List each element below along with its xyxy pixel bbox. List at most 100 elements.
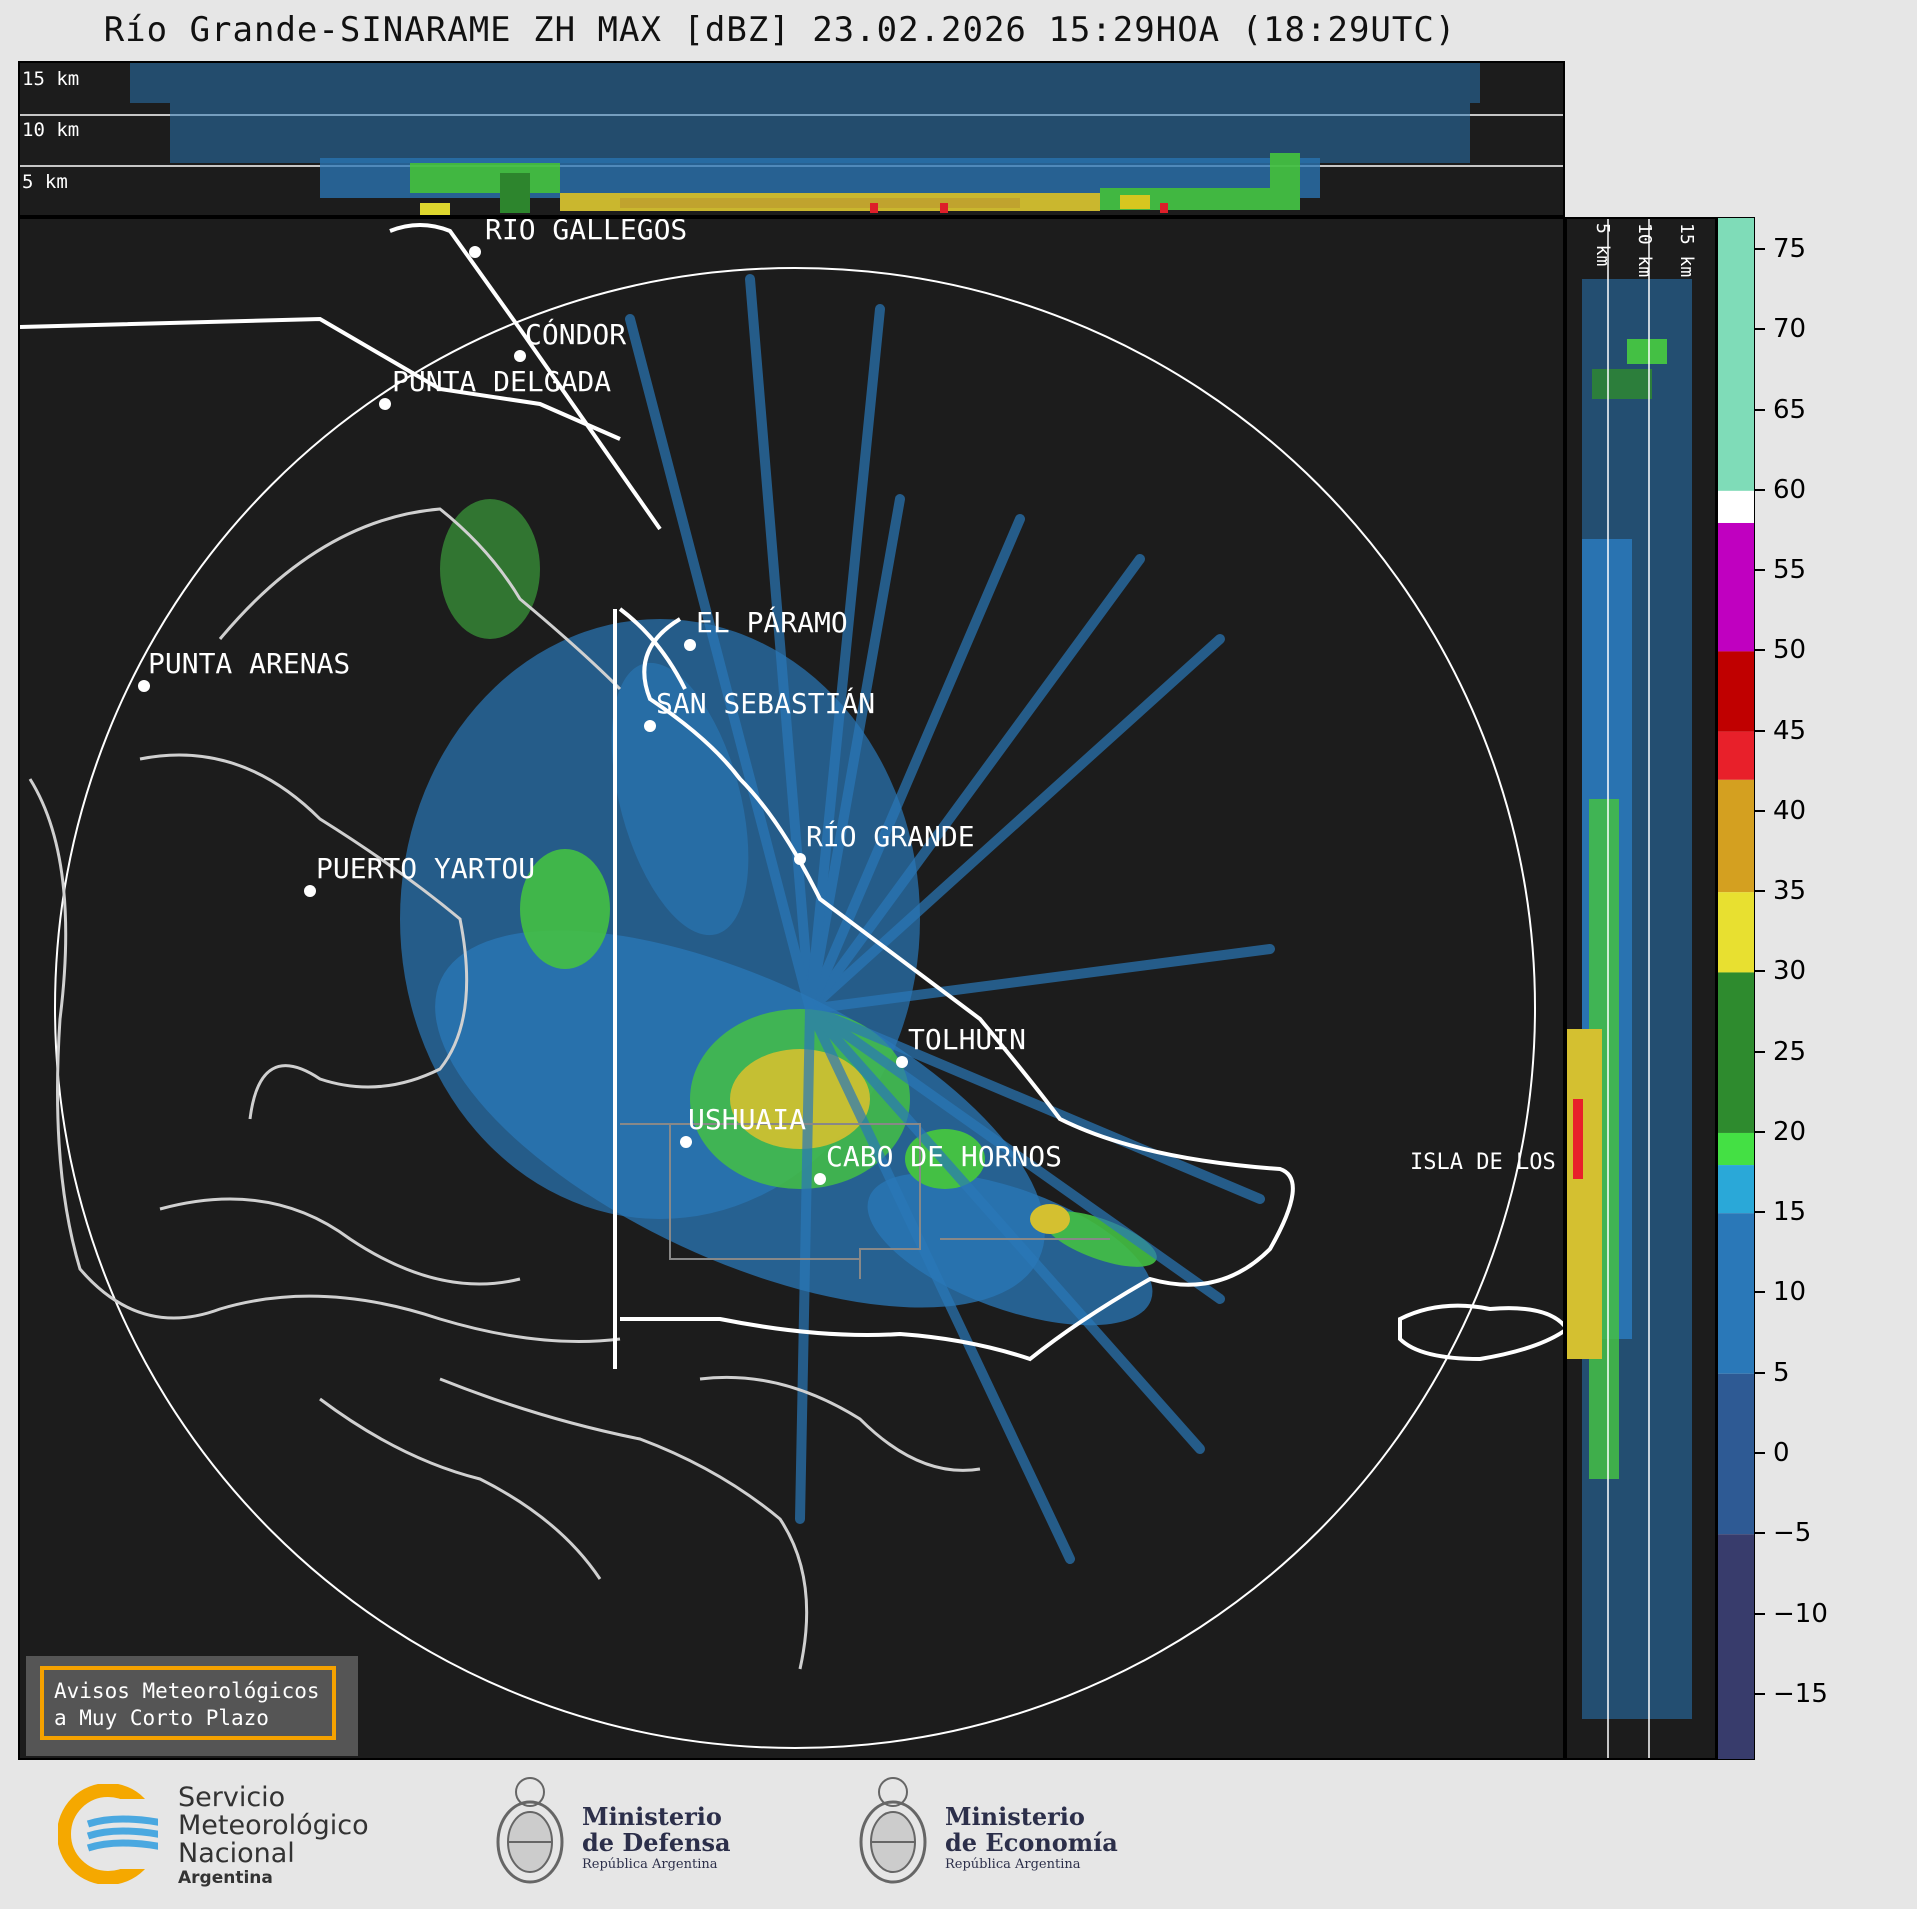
colorbar-band-1 [1718, 490, 1754, 523]
defensa-seal-icon [492, 1774, 568, 1892]
label-cabo-de-hornos: CABO DE HORNOS [826, 1140, 1062, 1173]
colorbar-tick-mark [1755, 1692, 1765, 1695]
smn-logo [57, 1783, 169, 1885]
label-punta-delgada: PUNTA DELGADA [392, 365, 611, 398]
colorbar-band-7 [1718, 972, 1754, 1133]
colorbar-tick-label: 60 [1773, 474, 1807, 505]
label-san-sebastian: SAN SEBASTIÁN [656, 686, 875, 720]
defensa-line-3: República Argentina [582, 1857, 718, 1872]
colorbar-tick-label: 25 [1773, 1036, 1807, 1067]
colorbar-tick-label: 65 [1773, 394, 1807, 425]
colorbar-tick-label: 20 [1773, 1116, 1807, 1147]
colorbar-tick-label: 35 [1773, 876, 1807, 907]
marker-punta-arenas[interactable] [138, 680, 150, 692]
colorbar-tick-mark [1755, 729, 1765, 732]
range-ring [54, 267, 1536, 1749]
marker-el-paramo[interactable] [684, 639, 696, 651]
colorbar-ticks: 75 70 65 60 55 50 45 40 35 30 25 20 15 10 5 0 −5 −10 −15 [1755, 217, 1835, 1760]
warning-box[interactable]: Avisos Meteorológicos a Muy Corto Plazo [26, 1656, 358, 1756]
smn-line-3: Nacional [178, 1838, 295, 1869]
warning-line-2: a Muy Corto Plazo [54, 1706, 269, 1730]
economia-line-3: República Argentina [945, 1857, 1081, 1872]
economia-seal-icon [855, 1774, 931, 1892]
colorbar-tick-label: 5 [1773, 1357, 1790, 1388]
economia-name: Ministerio de Economía República Argenti… [945, 1804, 1118, 1874]
colorbar-band-4 [1718, 731, 1754, 780]
colorbar-tick-mark [1755, 408, 1765, 411]
colorbar-tick-label: 15 [1773, 1197, 1807, 1228]
colorbar-band-9 [1718, 1165, 1754, 1214]
defensa-line-1: Ministerio [582, 1802, 722, 1831]
marker-tolhuin[interactable] [896, 1056, 908, 1068]
label-puerto-yartou: PUERTO YARTOU [316, 852, 535, 885]
economia-line-2: de Economía [945, 1828, 1118, 1857]
label-isla-de-los-estados: ISLA DE LOS ESTADOS [1410, 1150, 1565, 1175]
label-punta-arenas: PUNTA ARENAS [148, 647, 350, 680]
label-el-paramo: EL PÁRAMO [696, 605, 848, 639]
top-label-15km: 15 km [22, 68, 79, 90]
defensa-name: Ministerio de Defensa República Argentin… [582, 1804, 731, 1874]
side-height-profile: 5 km 10 km 15 km [1565, 217, 1717, 1760]
colorbar-tick-label: 55 [1773, 555, 1807, 586]
colorbar-tick-label: −10 [1773, 1598, 1828, 1629]
radar-map[interactable]: RÍO GALLEGOS CÓNDOR PUNTA DELGADA EL PÁR… [18, 217, 1565, 1760]
colorbar-tick-mark [1755, 1612, 1765, 1615]
colorbar-band-3 [1718, 651, 1754, 732]
top-label-10km: 10 km [22, 119, 79, 141]
smn-line-4: Argentina [178, 1868, 273, 1888]
footer: Servicio Meteorológico Nacional Argentin… [0, 1762, 1917, 1909]
colorbar-tick-mark [1755, 1130, 1765, 1133]
marker-cabo-de-hornos[interactable] [814, 1173, 826, 1185]
top-label-5km: 5 km [22, 171, 68, 193]
colorbar-tick-label: 50 [1773, 635, 1807, 666]
colorbar-tick-label: −15 [1773, 1678, 1828, 1709]
colorbar-tick-mark [1755, 1291, 1765, 1294]
colorbar-band-8 [1718, 1132, 1754, 1166]
colorbar [1717, 217, 1755, 1760]
label-rio-grande: RÍO GRANDE [806, 819, 975, 853]
label-tolhuin: TOLHUIN [908, 1023, 1026, 1056]
smn-line-2: Meteorológico [178, 1810, 369, 1841]
colorbar-tick-mark [1755, 809, 1765, 812]
marker-rio-grande[interactable] [794, 853, 806, 865]
place-markers: RÍO GALLEGOS CÓNDOR PUNTA DELGADA EL PÁR… [138, 219, 1565, 1185]
colorbar-tick-label: 45 [1773, 715, 1807, 746]
colorbar-band-0 [1718, 218, 1754, 491]
colorbar-tick-mark [1755, 1452, 1765, 1454]
side-label-5km: 5 km [1592, 223, 1613, 266]
colorbar-tick-mark [1755, 488, 1765, 491]
colorbar-tick-label: 10 [1773, 1277, 1807, 1308]
economia-line-1: Ministerio [945, 1802, 1085, 1831]
marker-punta-delgada[interactable] [379, 398, 391, 410]
warning-line-1: Avisos Meteorológicos [54, 1679, 320, 1703]
marker-san-sebastian[interactable] [644, 720, 656, 732]
colorbar-tick-mark [1755, 328, 1765, 331]
colorbar-band-2 [1718, 522, 1754, 652]
colorbar-tick-mark [1755, 649, 1765, 652]
label-condor: CÓNDOR [525, 317, 626, 351]
colorbar-tick-label: 0 [1773, 1438, 1790, 1468]
colorbar-band-5 [1718, 779, 1754, 893]
defensa-line-2: de Defensa [582, 1828, 731, 1857]
colorbar-tick-label: 70 [1773, 314, 1807, 345]
label-ushuaia: USHUAIA [688, 1103, 806, 1136]
department-boundaries [620, 1123, 1110, 1279]
colorbar-band-12 [1718, 1534, 1754, 1759]
colorbar-tick-label: 40 [1773, 795, 1807, 826]
side-label-15km: 15 km [1676, 223, 1697, 277]
colorbar-tick-label: −5 [1773, 1518, 1812, 1549]
marker-puerto-yartou[interactable] [304, 885, 316, 897]
top-height-profile: 15 km 10 km 5 km [18, 61, 1565, 217]
warning-box-frame: Avisos Meteorológicos a Muy Corto Plazo [40, 1666, 336, 1740]
marker-rio-gallegos[interactable] [469, 246, 481, 258]
colorbar-tick-mark [1755, 890, 1765, 893]
colorbar-tick-mark [1755, 1371, 1765, 1374]
marker-ushuaia[interactable] [680, 1136, 692, 1148]
side-label-10km: 10 km [1634, 223, 1655, 277]
colorbar-tick-mark [1755, 248, 1765, 251]
label-rio-gallegos: RÍO GALLEGOS [485, 219, 687, 246]
borders [20, 223, 1563, 1369]
radar-echoes [400, 274, 1275, 1564]
marker-condor[interactable] [514, 350, 526, 362]
colorbar-tick-mark [1755, 1050, 1765, 1053]
